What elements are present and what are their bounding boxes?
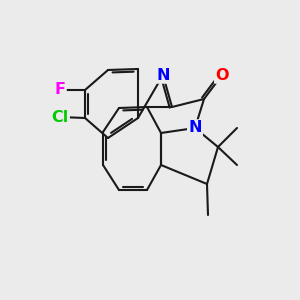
Text: N: N: [156, 68, 170, 82]
Text: F: F: [55, 82, 65, 98]
Text: N: N: [188, 121, 202, 136]
Text: Cl: Cl: [51, 110, 69, 124]
Text: O: O: [215, 68, 229, 82]
